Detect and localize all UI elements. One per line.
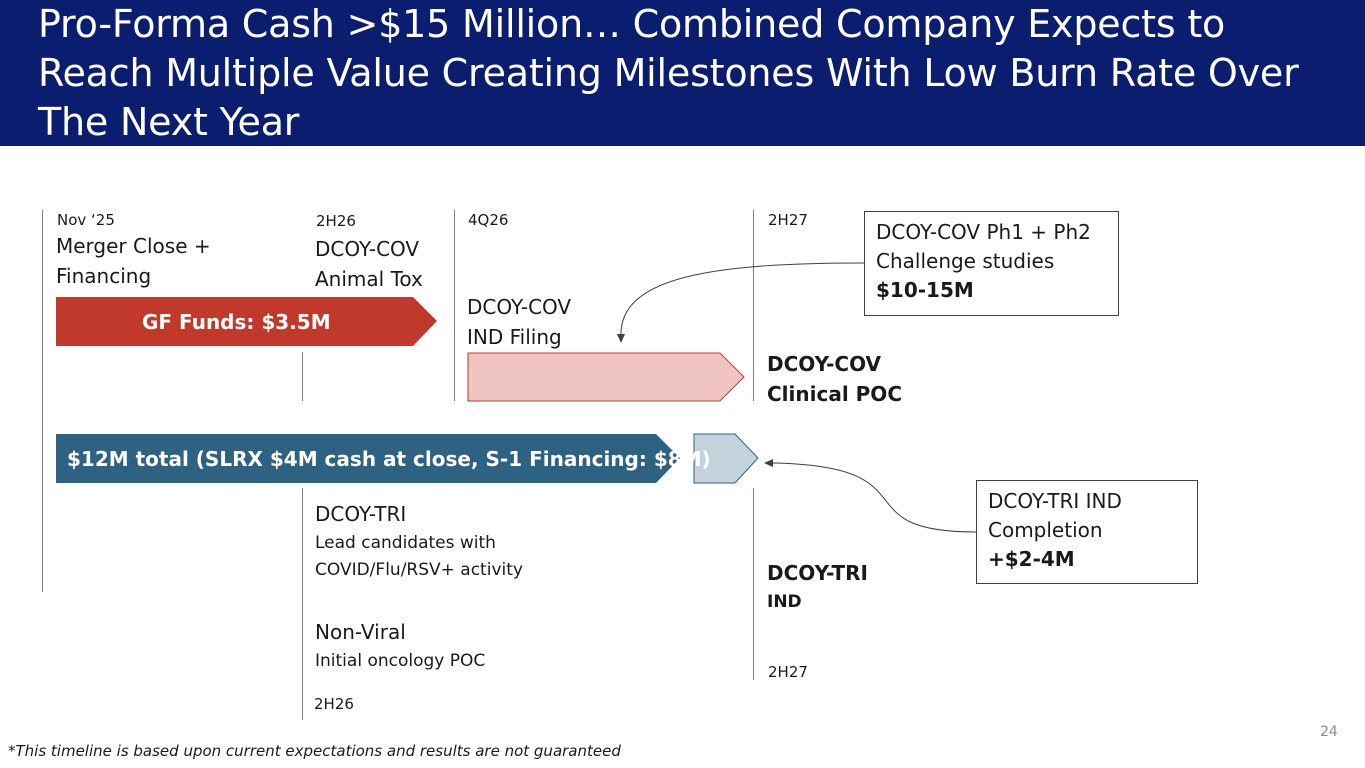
page-number: 24 — [1320, 724, 1338, 740]
tri-ind-date: 2H27 — [768, 663, 808, 681]
tri-ind-callout-cost: +$2-4M — [988, 547, 1075, 571]
merger-label-1: Merger Close + — [56, 234, 211, 258]
cov-studies-line-1: DCOY-COV Ph1 + Ph2 — [876, 220, 1091, 244]
nonviral-label-2: Initial oncology POC — [315, 651, 486, 671]
gf-funds-label: GF Funds: $3.5M — [142, 310, 331, 334]
animal-tox-label-2: Animal Tox — [315, 267, 423, 291]
merger-label-2: Financing — [56, 264, 152, 288]
cov-studies-callout: DCOY-COV Ph1 + Ph2 Challenge studies $10… — [864, 211, 1119, 316]
tri-label-3: COVID/Flu/RSV+ activity — [315, 560, 523, 580]
ind-filing-label-2: IND Filing — [467, 325, 562, 349]
cov-clinical-arrow — [467, 352, 745, 402]
total-funding-label: $12M total (SLRX $4M cash at close, S-1 … — [67, 447, 711, 471]
tri-ind-label-1: DCOY-TRI — [767, 561, 868, 585]
timeline-line-2h26-bottom — [302, 488, 303, 720]
timeline-line-4q26 — [454, 210, 455, 401]
cov-studies-line-2: Challenge studies — [876, 249, 1055, 273]
timeline-line-2h26-top — [302, 352, 303, 401]
tri-ind-callout-line-2: Completion — [988, 518, 1103, 542]
tri-ind-label-2: IND — [767, 592, 802, 612]
tri-label-1: DCOY-TRI — [315, 502, 407, 526]
ind-filing-label-1: DCOY-COV — [467, 295, 572, 319]
animal-tox-label-1: DCOY-COV — [315, 237, 420, 261]
tri-small-arrow — [693, 433, 759, 484]
tri-ind-callout: DCOY-TRI IND Completion +$2-4M — [976, 480, 1198, 584]
timeline-line-2h27-bottom — [753, 488, 754, 680]
merger-date: Nov ‘25 — [57, 211, 115, 229]
gf-funds-arrow — [56, 297, 437, 346]
tri-connector-arrowhead — [764, 459, 773, 467]
page-title: Pro-Forma Cash >$15 Million… Combined Co… — [38, 2, 1299, 144]
timeline-line-nov25 — [42, 210, 43, 592]
cov-studies-cost: $10-15M — [876, 278, 974, 302]
ind-filing-date: 4Q26 — [468, 211, 509, 229]
title-banner — [0, 0, 1365, 146]
animal-tox-date: 2H26 — [316, 212, 356, 230]
tri-callout-connector — [772, 462, 977, 533]
tri-label-2: Lead candidates with — [315, 533, 496, 553]
clinical-poc-label-1: DCOY-COV — [767, 352, 882, 376]
cov-connector-arrowhead — [617, 334, 625, 343]
timeline-line-2h27-top — [753, 210, 754, 401]
clinical-poc-label-2: Clinical POC — [767, 382, 902, 406]
clinical-poc-date: 2H27 — [768, 211, 808, 229]
cov-callout-connector — [620, 262, 865, 336]
nonviral-label-1: Non-Viral — [315, 620, 406, 644]
footnote: *This timeline is based upon current exp… — [8, 742, 621, 760]
total-funding-arrow — [56, 434, 680, 483]
nonviral-date: 2H26 — [314, 695, 354, 713]
tri-ind-callout-line-1: DCOY-TRI IND — [988, 489, 1122, 513]
